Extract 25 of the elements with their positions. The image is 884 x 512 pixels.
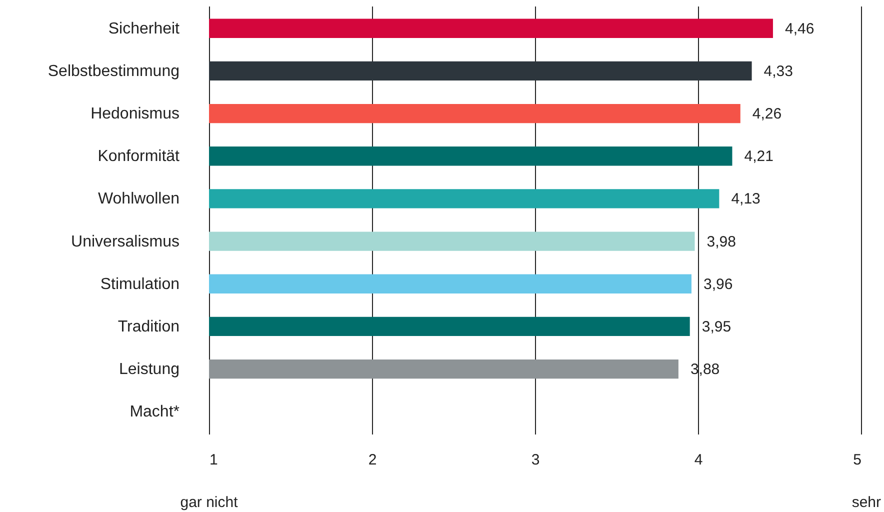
y-tick-label: Universalismus [71, 233, 180, 250]
data-label: 3,95 [702, 318, 732, 336]
y-tick-label: Stimulation [100, 276, 180, 293]
text: gar nicht [180, 494, 239, 511]
y-tick-label: Leistung [119, 361, 180, 378]
y-tick-label: Selbstbestimmung [48, 62, 180, 80]
data-label: 3,98 [706, 233, 736, 250]
y-tick-label: Macht* [130, 404, 180, 421]
data-label: 4,13 [731, 190, 760, 208]
x-tick-label: 4 [694, 452, 703, 468]
data-label: 4,33 [764, 62, 793, 80]
y-tick-label: Wohlwollen [98, 190, 180, 208]
y-tick-label: Tradition [118, 318, 180, 336]
x-tick-label: 5 [853, 452, 862, 468]
x-tick-label: 1 [210, 452, 218, 468]
y-tick-label: Konformität [98, 148, 180, 166]
x-tick-label: 3 [531, 452, 540, 468]
y-tick-label: Sicherheit [108, 20, 180, 38]
x-tick-label: 2 [368, 452, 377, 468]
text: sehr [852, 494, 881, 511]
data-label: 4,21 [744, 148, 774, 166]
y-tick-label: Hedonismus [90, 106, 180, 123]
data-label: 4,26 [752, 106, 782, 123]
data-label: 4,46 [784, 20, 814, 38]
data-label: 3,96 [703, 276, 733, 293]
